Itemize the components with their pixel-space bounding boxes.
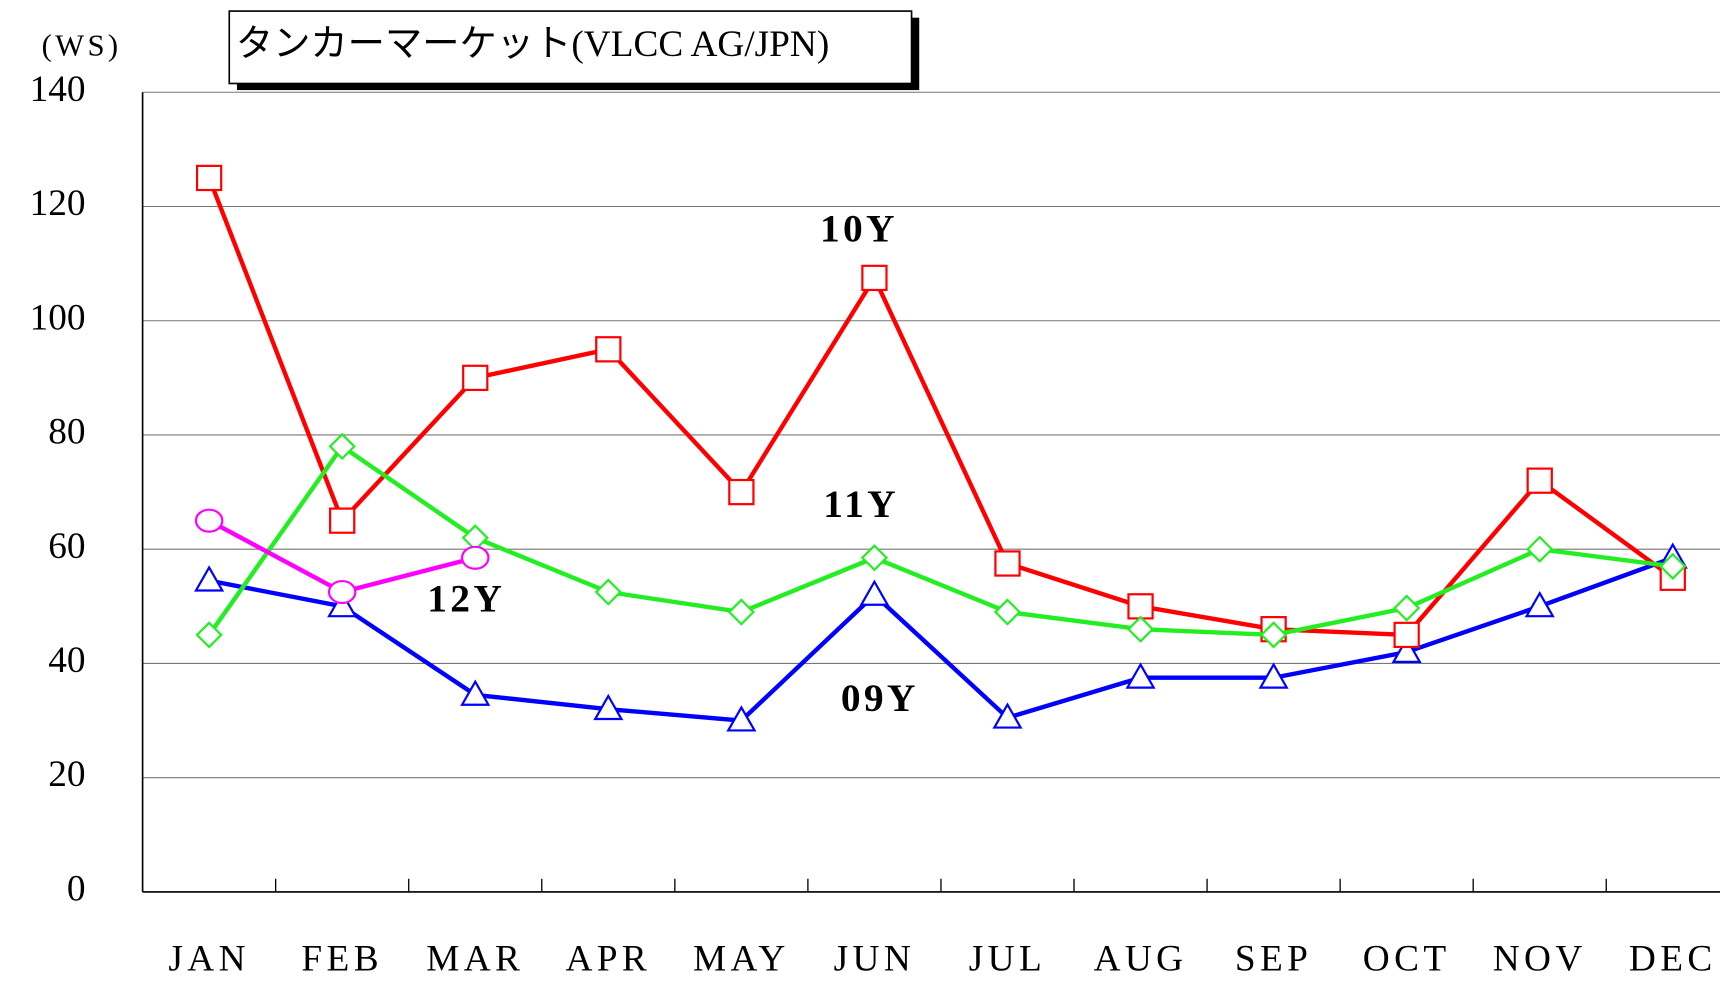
- marker: [593, 693, 624, 721]
- marker: [860, 544, 889, 572]
- chart-title: タンカーマーケット(VLCC AG/JPN): [236, 24, 829, 65]
- y-tick-label: 100: [30, 297, 86, 338]
- y-tick-label: 40: [48, 640, 85, 681]
- marker: [1126, 615, 1155, 643]
- x-tick-label: MAR: [426, 939, 524, 980]
- x-tick-label: OCT: [1363, 939, 1451, 980]
- x-tick-label: MAY: [693, 939, 790, 980]
- marker: [327, 579, 357, 605]
- y-tick-label: 20: [48, 754, 85, 795]
- marker: [992, 702, 1023, 729]
- marker: [726, 705, 757, 732]
- marker: [993, 598, 1022, 626]
- marker: [859, 579, 890, 606]
- y-axis-label: (WS): [42, 28, 122, 62]
- marker: [328, 432, 356, 461]
- marker: [727, 598, 755, 626]
- marker: [329, 507, 356, 534]
- marker: [594, 578, 622, 606]
- marker: [195, 164, 223, 192]
- y-tick-label: 0: [67, 868, 86, 909]
- marker: [1258, 662, 1289, 689]
- x-tick-label: AUG: [1094, 939, 1188, 980]
- x-tick-label: FEB: [301, 939, 383, 980]
- marker: [1524, 590, 1555, 618]
- marker: [460, 545, 490, 570]
- y-tick-label: 120: [30, 183, 86, 224]
- series-label: 12Y: [427, 576, 505, 620]
- x-tick-label: APR: [565, 939, 651, 980]
- series-line: [208, 555, 1674, 723]
- marker: [1391, 636, 1422, 663]
- marker: [460, 679, 491, 706]
- marker: [1526, 535, 1554, 563]
- marker: [595, 336, 622, 363]
- series-line: [207, 443, 1674, 638]
- marker: [1127, 593, 1154, 620]
- title-box: [228, 10, 913, 85]
- marker: [194, 508, 224, 533]
- x-tick-label: JUN: [834, 939, 916, 980]
- marker: [1259, 621, 1288, 649]
- x-tick-label: JUL: [969, 939, 1046, 980]
- x-tick-label: SEP: [1235, 939, 1312, 980]
- y-tick-label: 80: [48, 412, 85, 453]
- marker: [1526, 467, 1553, 494]
- series-line: [207, 177, 1675, 638]
- x-tick-label: JAN: [168, 939, 250, 980]
- marker: [194, 565, 225, 592]
- series-label: 09Y: [841, 676, 919, 720]
- marker: [327, 590, 358, 618]
- y-tick-label: 140: [30, 69, 86, 110]
- x-tick-label: DEC: [1629, 939, 1717, 980]
- marker: [728, 478, 755, 506]
- marker: [1393, 594, 1421, 622]
- marker: [462, 364, 489, 392]
- marker: [994, 550, 1021, 577]
- y-tick-label: 60: [48, 526, 85, 567]
- series-label: 10Y: [820, 207, 898, 251]
- x-tick-label: NOV: [1493, 939, 1587, 980]
- marker: [861, 264, 888, 292]
- marker: [1393, 621, 1420, 649]
- marker: [195, 621, 223, 649]
- marker: [1125, 662, 1156, 689]
- series-label: 11Y: [823, 482, 899, 526]
- marker: [1659, 552, 1687, 580]
